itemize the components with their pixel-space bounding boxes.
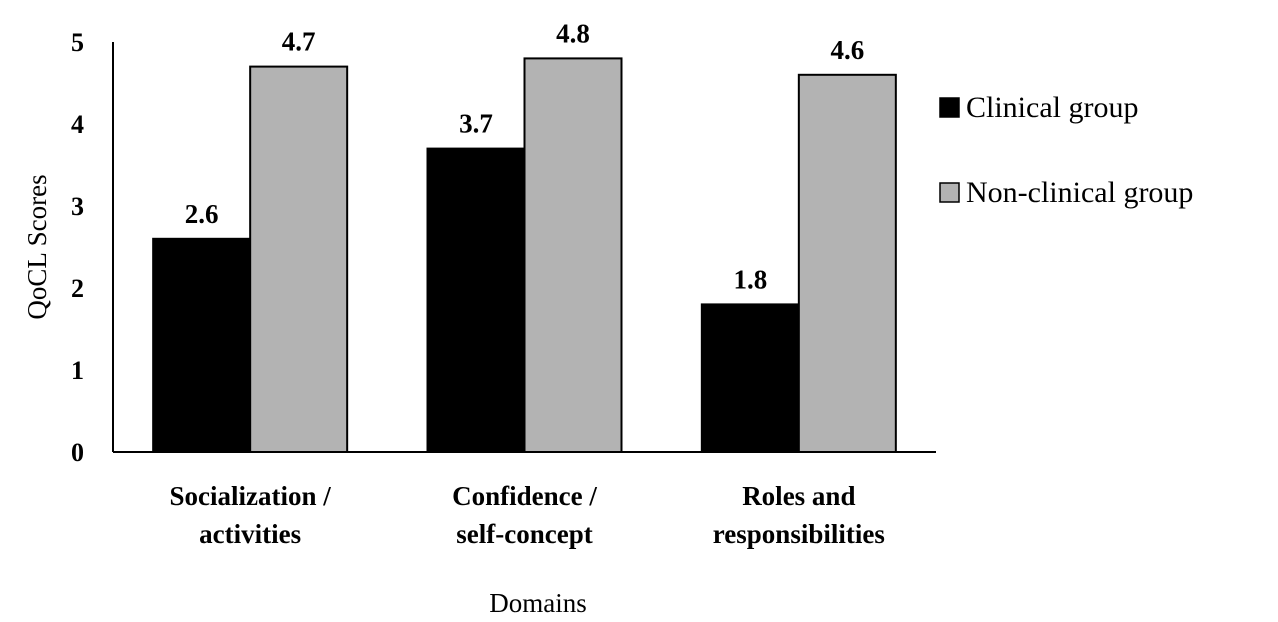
data-label: 4.7 [282,27,316,57]
x-axis-title: Domains [489,588,587,618]
bar-non-clinical-1 [523,57,623,454]
legend-swatch-non-clinical [939,182,960,203]
legend-swatch-clinical [939,97,960,118]
y-tick-label: 1 [71,356,84,385]
y-tick-label: 3 [71,192,84,221]
data-label: 3.7 [459,109,493,139]
axes-layer [112,42,936,453]
y-axis-title: QoCL Scores [22,174,52,319]
data-label: 4.6 [830,35,864,65]
category-label: Roles and responsibilities [713,481,885,549]
bar-clinical-2 [700,303,800,453]
y-tick-label: 2 [71,274,84,303]
data-labels-layer: 2.6 4.7 3.7 4.8 1.8 4.6 [185,18,864,294]
legend-label: Clinical group [966,91,1138,124]
category-label: Socialization / activities [170,481,332,549]
data-label: 2.6 [185,199,219,229]
legend: Clinical group Non-clinical group [939,91,1193,209]
bar-clinical-0 [152,237,252,453]
y-tick-label: 0 [71,438,84,467]
bar-clinical-1 [426,147,526,453]
y-tick-label: 5 [71,28,84,57]
bar-non-clinical-2 [797,73,897,454]
bar-non-clinical-0 [249,65,349,453]
category-labels: Socialization / activities Confidence / sel… [170,481,885,549]
data-label: 4.8 [556,18,590,48]
category-label: Confidence / self-concept [452,481,597,549]
bars-layer [152,57,897,454]
legend-label: Non-clinical group [966,176,1193,209]
y-tick-labels: 0 1 2 3 4 5 [71,28,84,467]
data-label: 1.8 [733,264,767,294]
y-tick-label: 4 [71,110,84,139]
